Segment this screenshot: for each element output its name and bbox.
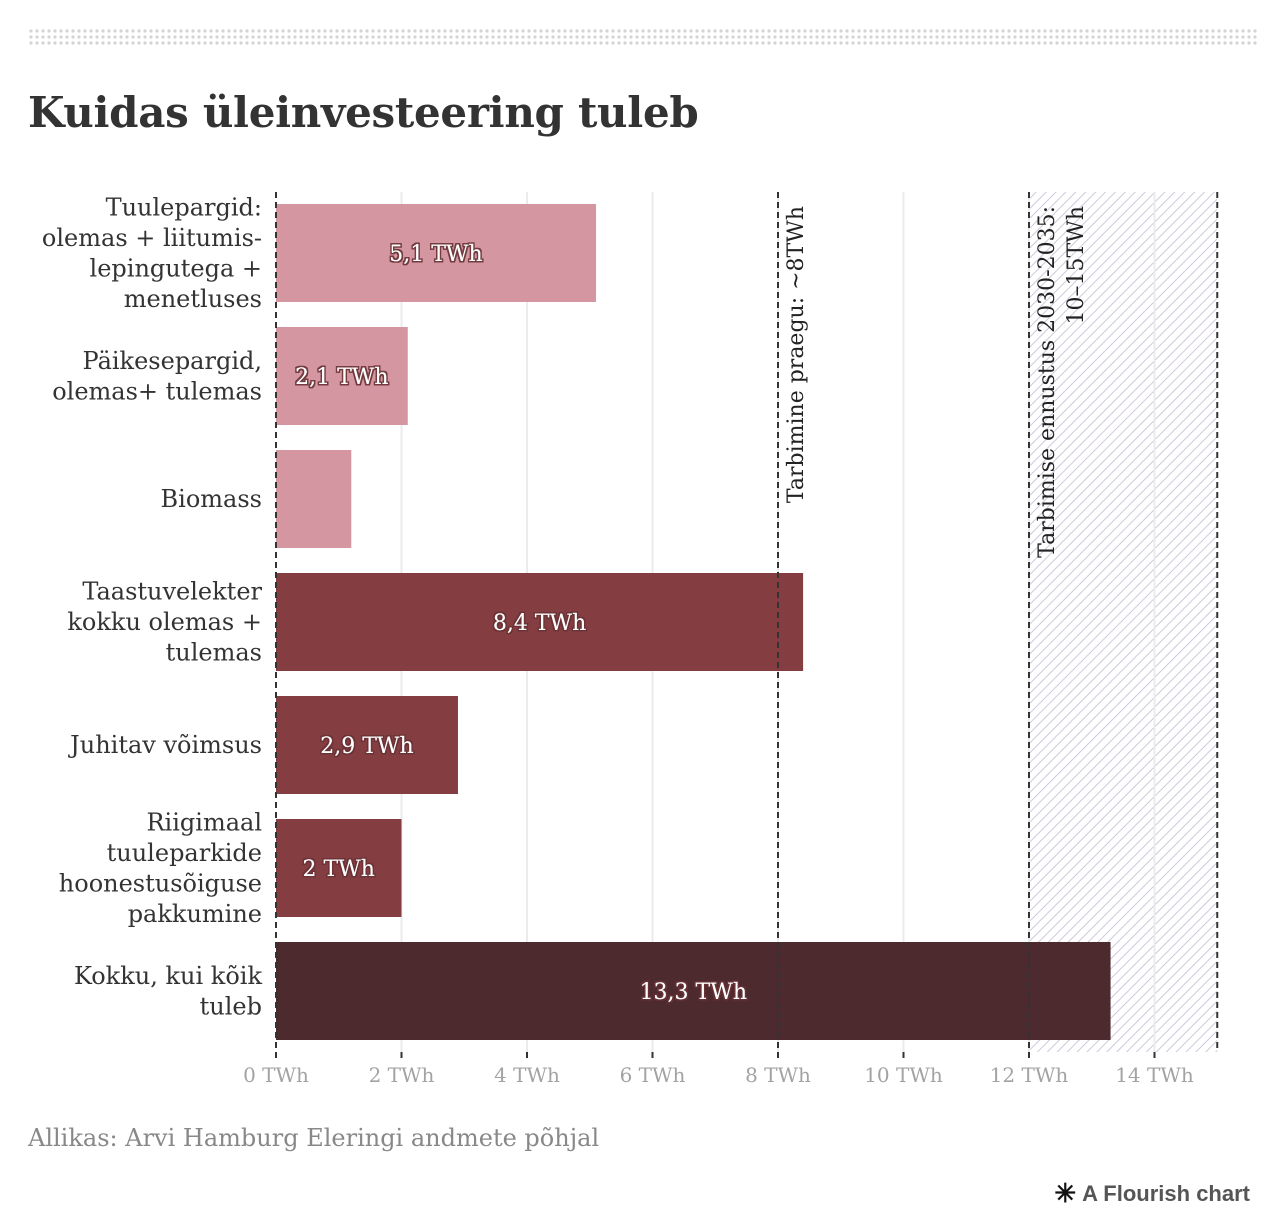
category-label: Tuulepargid: xyxy=(106,193,262,221)
bar-value-label: 2,1 TWh xyxy=(295,365,388,390)
bar-value-label: 13,3 TWh xyxy=(640,980,747,1005)
category-label: Biomass xyxy=(161,485,262,513)
category-label: tuleb xyxy=(200,992,262,1020)
flourish-credit[interactable]: ✳ A Flourish chart xyxy=(1054,1178,1250,1209)
category-label: Riigimaal xyxy=(146,808,262,836)
bar xyxy=(276,327,408,425)
flourish-asterisk-icon: ✳ xyxy=(1054,1178,1077,1208)
bar-value-label: 2 TWh xyxy=(303,857,375,882)
category-label: Päikesepargid, xyxy=(83,347,263,375)
category-label: Kokku, kui kõik xyxy=(74,962,263,990)
x-tick-label: 10 TWh xyxy=(864,1063,943,1087)
chart-title: Kuidas üleinvesteering tuleb xyxy=(28,88,699,137)
category-label: olemas+ tulemas xyxy=(52,377,262,405)
forecast-range-shading xyxy=(1029,192,1218,1052)
x-tick-label: 14 TWh xyxy=(1115,1063,1194,1087)
category-label: hoonestusõiguse xyxy=(59,869,262,897)
category-label: menetluses xyxy=(124,285,262,313)
bar xyxy=(276,696,458,794)
x-tick-label: 6 TWh xyxy=(620,1063,686,1087)
category-label: tulemas xyxy=(166,639,262,667)
reference-line-label: Tarbimise ennustus 2030-2035: xyxy=(1035,206,1060,558)
category-label: Juhitav võimsus xyxy=(67,731,262,759)
bar xyxy=(276,942,1111,1040)
x-tick-label: 0 TWh xyxy=(243,1063,309,1087)
category-label: pakkumine xyxy=(128,900,262,928)
category-label: olemas + liitumis- xyxy=(42,224,262,252)
bar xyxy=(276,819,402,917)
source-note: Allikas: Arvi Hamburg Eleringi andmete p… xyxy=(28,1124,600,1152)
x-tick-label: 12 TWh xyxy=(990,1063,1069,1087)
flourish-credit-label: A Flourish chart xyxy=(1082,1180,1250,1206)
bar xyxy=(276,573,804,671)
x-tick-label: 4 TWh xyxy=(494,1063,560,1087)
reference-line-label: 10–15TWh xyxy=(1064,206,1089,324)
bar-value-label: 2,9 TWh xyxy=(320,734,413,759)
x-tick-label: 8 TWh xyxy=(745,1063,811,1087)
reference-line-label: Tarbimine praegu: ~8TWh xyxy=(784,206,809,503)
category-label: tuuleparkide xyxy=(107,839,262,867)
bar xyxy=(276,450,352,548)
bar-value-label: 8,4 TWh xyxy=(493,611,586,636)
category-label: kokku olemas + xyxy=(67,608,262,636)
category-label: Taastuvelekter xyxy=(82,578,262,606)
bar xyxy=(276,204,597,302)
category-label: lepingutega + xyxy=(90,254,262,282)
header-dotted-rule xyxy=(28,28,1258,46)
x-tick-label: 2 TWh xyxy=(369,1063,435,1087)
bar-value-label: 5,1 TWh xyxy=(389,242,482,267)
